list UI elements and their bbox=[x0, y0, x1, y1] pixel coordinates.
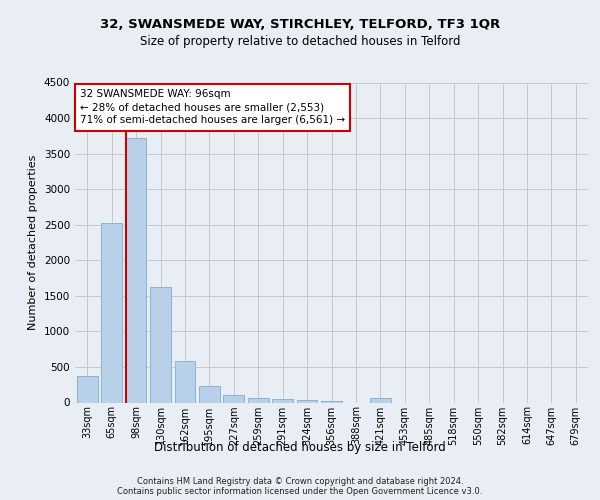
Text: 32, SWANSMEDE WAY, STIRCHLEY, TELFORD, TF3 1QR: 32, SWANSMEDE WAY, STIRCHLEY, TELFORD, T… bbox=[100, 18, 500, 30]
Bar bbox=[370, 398, 391, 402]
Y-axis label: Number of detached properties: Number of detached properties bbox=[28, 155, 38, 330]
Bar bbox=[77, 376, 98, 402]
Bar bbox=[101, 224, 122, 402]
Bar bbox=[175, 360, 196, 403]
Text: Contains HM Land Registry data © Crown copyright and database right 2024.
Contai: Contains HM Land Registry data © Crown c… bbox=[118, 476, 482, 496]
Text: 32 SWANSMEDE WAY: 96sqm
← 28% of detached houses are smaller (2,553)
71% of semi: 32 SWANSMEDE WAY: 96sqm ← 28% of detache… bbox=[80, 89, 345, 126]
Bar bbox=[223, 394, 244, 402]
Bar bbox=[272, 400, 293, 402]
Bar bbox=[296, 400, 317, 402]
Bar bbox=[150, 286, 171, 403]
Text: Size of property relative to detached houses in Telford: Size of property relative to detached ho… bbox=[140, 35, 460, 48]
Text: Distribution of detached houses by size in Telford: Distribution of detached houses by size … bbox=[154, 441, 446, 454]
Bar bbox=[199, 386, 220, 402]
Bar bbox=[125, 138, 146, 402]
Bar bbox=[248, 398, 269, 402]
